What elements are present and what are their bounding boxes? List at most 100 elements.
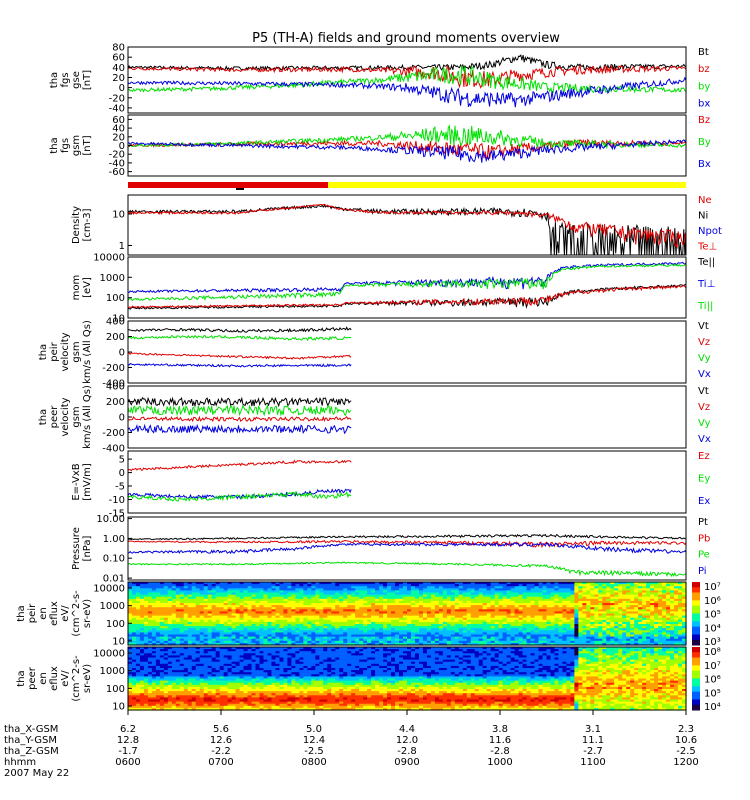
series-Pi (127, 542, 687, 555)
y-tick-label: 0 (119, 348, 125, 359)
y-axis-label-line: tha (49, 137, 60, 153)
legend-entry: Te⊥ (697, 241, 717, 252)
legend-entry: Ex (698, 496, 710, 507)
legend-entry: Vt (698, 321, 709, 332)
y-axis-label-line: velocity (60, 397, 71, 436)
y-tick-label: 100 (106, 684, 125, 695)
y-axis-label-line: peir (27, 603, 38, 623)
panel-peer-eflux: 10⁸ 10⁷ 10⁶ 10⁵ 10⁴ 10000 1000 100 10 tha peer en ef… (16, 646, 721, 713)
y-axis-label-line: en (38, 607, 49, 620)
x-tick-label: 0600 (115, 757, 140, 768)
y-tick-label: 10000 (93, 584, 125, 595)
y-axis-label-line: mom (71, 275, 82, 301)
y-tick-labels: 400 200 0 -200 -400 (102, 317, 132, 390)
x-tick-label: 12.4 (303, 735, 325, 746)
y-axis-label: tha peer en eflux eV/(cm^2-s-sr-eV) (16, 655, 93, 702)
y-tick-labels: 10000 1000 100 10 (93, 584, 132, 648)
x-tick-label: 1000 (487, 757, 512, 768)
y-axis-label: mom [eV] (71, 275, 93, 301)
legend-entry: Bt (698, 47, 709, 58)
y-tick-label: 1.00 (103, 534, 125, 545)
series-By (127, 124, 687, 150)
legend-exb: Ez Ey Ex (698, 451, 710, 507)
y-axis-label-line: Pressure (71, 527, 82, 570)
x-tick-label: 5.6 (213, 724, 229, 735)
y-tick-label: -60 (109, 167, 125, 178)
panel-frame (127, 385, 687, 449)
y-axis-label-line: en (38, 672, 49, 685)
y-tick-label: 1000 (100, 666, 125, 677)
y-tick-label: -20 (109, 93, 125, 104)
x-tick-label: -2.8 (490, 746, 510, 757)
flag-bar-fast (128, 182, 328, 188)
y-axis-label: tha fgs gsm [nT] (49, 135, 93, 156)
y-axis-label-line: (cm^2-s- (71, 590, 82, 637)
legend-peir-vel: Vt Vz Vy Vx (698, 321, 711, 380)
series-Ey (127, 491, 352, 502)
y-tick-label: 10 (112, 210, 125, 221)
y-tick-label: 60 (112, 115, 125, 126)
flag-bar-slow (328, 182, 686, 188)
x-tick-label: -2.5 (676, 746, 696, 757)
panel-frame (127, 581, 687, 646)
series-Ti|| (127, 263, 687, 302)
y-axis-label-line: velocity (60, 332, 71, 371)
colorbar-label: 10⁴ (704, 623, 721, 634)
y-tick-label: 0 (119, 413, 125, 424)
y-tick-label: 20 (112, 132, 125, 143)
y-axis-label: tha fgs gse [nT] (49, 70, 93, 90)
series-bz (127, 63, 687, 89)
series-Pt (128, 533, 687, 541)
series-Vt (127, 396, 352, 408)
legend-entry: Npot (698, 226, 722, 237)
series-Pe (127, 561, 687, 578)
panel-peir-eflux: 10⁷ 10⁶ 10⁵ 10⁴ 10³ 10000 1000 100 10 tha peir en ef… (16, 581, 721, 648)
x-tick-label: 11.6 (489, 735, 511, 746)
y-axis-label-line: tha (16, 605, 27, 621)
series-bx (127, 76, 687, 108)
legend-entry: Ey (698, 473, 710, 484)
colorbar-label: 10⁴ (704, 702, 721, 713)
y-tick-labels: 400 200 0 -200 -400 (102, 382, 132, 455)
colorbar-label: 10⁵ (704, 610, 721, 621)
panel-peir-vel: Vt Vz Vy Vx 400 200 0 -200 -400 tha peir velocity gs… (38, 317, 711, 390)
legend-entry: Pb (698, 533, 710, 544)
y-axis-label-line: eflux (49, 666, 60, 691)
series-Bz (127, 138, 687, 159)
series-Pb (127, 539, 687, 549)
y-axis-label-line: sr-eV) (82, 599, 93, 628)
series-by (127, 65, 687, 94)
x-row-label: hhmm (4, 757, 36, 768)
y-tick-label: 0.01 (103, 574, 125, 585)
x-tick-label: 3.1 (585, 724, 601, 735)
legend-entry: By (698, 137, 711, 148)
y-axis-label-line: [cm-3] (82, 208, 93, 241)
y-tick-label: 200 (106, 397, 125, 408)
legend-entry: Vx (698, 434, 711, 445)
y-axis-label: E=-VxB [mV/m] (71, 463, 93, 501)
y-axis-label-line: eV/ (60, 605, 71, 622)
y-tick-label: -400 (102, 444, 125, 455)
x-row-label: tha_Z-GSM (4, 746, 59, 757)
series-Vt (127, 326, 352, 333)
y-axis-label-line: tha (38, 409, 49, 425)
y-tick-label: -5 (115, 482, 125, 493)
y-tick-labels: 10 1 (112, 210, 132, 252)
y-tick-labels: 10.00 1.00 0.10 0.01 (96, 514, 132, 585)
legend-entry: Bx (698, 159, 711, 170)
x-tick-label: 6.2 (120, 724, 136, 735)
x-tick-label: 12.6 (210, 735, 232, 746)
x-row-label: 2007 May 22 (4, 768, 69, 779)
legend-entry: Vy (698, 353, 711, 364)
y-tick-label: 100 (106, 619, 125, 630)
legend-pressure: Pt Pb Pe Pi (698, 517, 710, 577)
series-Vx (127, 423, 352, 435)
y-axis-label-line: peer (27, 666, 38, 690)
series-Ni (127, 204, 687, 256)
y-tick-label: 1000 (100, 601, 125, 612)
y-axis-label-line: fgs (60, 72, 71, 87)
